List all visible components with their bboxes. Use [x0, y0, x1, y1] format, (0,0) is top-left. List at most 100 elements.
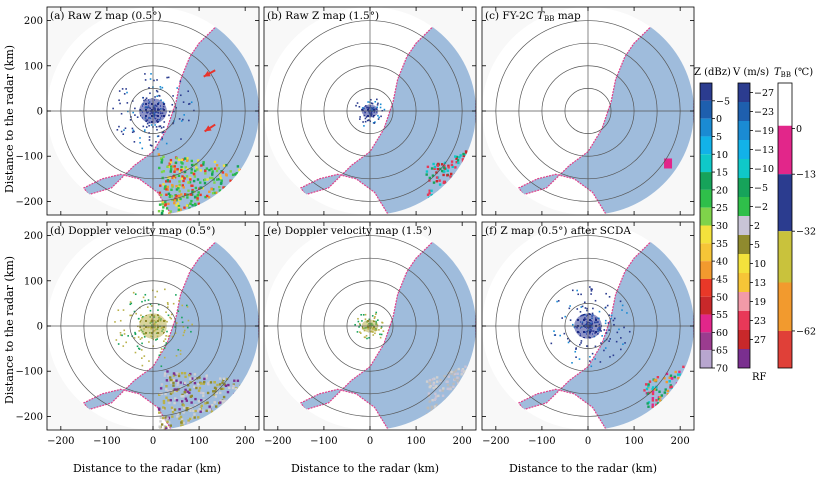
- sea-region: [517, 222, 694, 430]
- z-colorbar: Z (dBz) −5 0 5 10 15 20 25 30 35 40 45 50 55 60 65 70: [694, 67, 731, 375]
- colorbar-segment: [738, 235, 750, 254]
- colorbar-frame: [777, 82, 793, 369]
- sea-region: [299, 7, 476, 215]
- panel-f: −200 −100 0 100 200 (f) Z map (0.5°) after SC…: [481, 221, 695, 447]
- panel-title-prefix: (c) FY-2C: [485, 10, 537, 22]
- panel-a: 200 100 0 −100 −200 (a) Raw Z map (0.5°): [16, 6, 260, 216]
- z-colorbar-title: Z (dBz): [694, 67, 731, 78]
- colorbar-segment: [700, 314, 712, 333]
- colorbar-segment: [778, 231, 792, 283]
- colorbar-label: 23: [754, 316, 766, 327]
- colorbar-label: 35: [716, 239, 728, 250]
- panel-title: (b) Raw Z map (1.5°): [267, 10, 379, 22]
- t-colorbar-title-sub: BB: [781, 71, 791, 79]
- y-tick-label: 100: [24, 61, 43, 72]
- colorbar-segment: [738, 140, 750, 159]
- sea-region: [299, 222, 476, 430]
- colorbar-segment: [738, 178, 750, 197]
- colorbar-segment: [700, 278, 712, 297]
- y-axis-label-top: Distance to the radar (km): [3, 45, 16, 193]
- colorbar-label: 60: [716, 328, 728, 339]
- colorbar-label: 70: [716, 364, 728, 375]
- colorbar-segment: [738, 330, 750, 349]
- x-tick-label: −100: [310, 436, 337, 447]
- colorbar-segment: [700, 189, 712, 208]
- colorbar-segment: [738, 292, 750, 311]
- x-tick-label: 100: [190, 436, 209, 447]
- colorbar-label: 0: [716, 114, 722, 125]
- colorbar-label: 10: [754, 259, 766, 270]
- colorbar-label: −5: [754, 183, 768, 194]
- colorbar-segment: [778, 125, 792, 175]
- colorbar-segment: [700, 118, 712, 137]
- colorbar-label: 13: [754, 278, 766, 289]
- colorbar-segment: [700, 100, 712, 119]
- clutter-echo: [114, 288, 193, 368]
- colorbar-segment: [738, 121, 750, 140]
- y-tick-label: 200: [24, 16, 43, 27]
- colorbar-label: 45: [716, 274, 728, 285]
- x-tick-label: −100: [93, 436, 120, 447]
- t-colorbar: TBB (℃) 0 −13 −32 −62: [774, 67, 816, 369]
- x-tick-label: 100: [625, 436, 644, 447]
- colorbar-label: 40: [716, 257, 728, 268]
- y-axis-label-bottom: Distance to the radar (km): [3, 256, 16, 404]
- panel-e: −200 −100 0 100 200 (e) Doppler velocity map …: [263, 221, 477, 447]
- colorbar-label: 2: [754, 221, 760, 232]
- colorbar-segment: [738, 159, 750, 178]
- colorbar-segment: [700, 172, 712, 190]
- colorbar-segment: [700, 296, 712, 315]
- colorbar-segment: [778, 330, 792, 368]
- colorbar-segment: [700, 83, 712, 101]
- colorbar-label: −13: [796, 170, 816, 181]
- panel-b: (b) Raw Z map (1.5°): [263, 6, 477, 216]
- panel-c: (c) FY-2C TBB map: [481, 6, 695, 216]
- x-tick-label: −100: [528, 436, 555, 447]
- panel-title-sub: BB: [544, 15, 554, 23]
- colorbar-segment: [700, 154, 712, 173]
- colorbar-label: 27: [754, 335, 766, 346]
- v-colorbar-rf-label: RF: [752, 372, 767, 383]
- colorbar-label: −27: [754, 88, 774, 99]
- y-tick-label: 0: [37, 107, 43, 118]
- x-axis-label-d: Distance to the radar (km): [73, 462, 221, 475]
- x-tick-label: 200: [453, 436, 472, 447]
- colorbar-segment: [700, 225, 712, 244]
- colorbar-segment: [738, 349, 750, 368]
- colorbar-segment: [700, 243, 712, 262]
- panel-title-var: T: [537, 10, 545, 22]
- colorbar-label: −62: [796, 326, 816, 337]
- colorbar-label: 20: [716, 185, 728, 196]
- colorbar-segment: [738, 102, 750, 121]
- colorbar-label: −19: [754, 126, 774, 137]
- colorbar-segment: [778, 174, 792, 232]
- colorbar-label: 50: [716, 292, 728, 303]
- panel-title: (c) FY-2C TBB map: [485, 10, 581, 23]
- colorbar-label: 25: [716, 203, 728, 214]
- x-tick-label: −200: [264, 436, 291, 447]
- colorbar-segment: [738, 254, 750, 273]
- panel-title: (e) Doppler velocity map (1.5°): [267, 225, 432, 237]
- colorbar-label: −32: [796, 227, 816, 238]
- panel-d: −200 −100 0 100 200 200 100 0 −100 −200 (d) Dopple…: [16, 221, 260, 447]
- y-tick-label: −100: [16, 367, 43, 378]
- colorbar-label: 5: [716, 132, 722, 143]
- x-tick-label: −200: [47, 436, 74, 447]
- colorbar-segment: [738, 83, 750, 102]
- colorbar-label: 5: [754, 240, 760, 251]
- x-tick-label: 0: [585, 436, 591, 447]
- colorbar-label: −13: [754, 145, 774, 156]
- y-tick-label: 0: [37, 322, 43, 333]
- colorbar-segment: [700, 261, 712, 279]
- y-tick-label: −200: [16, 412, 43, 423]
- colorbar-segment: [700, 136, 712, 155]
- x-tick-label: −200: [482, 436, 509, 447]
- colorbar-segment: [778, 282, 792, 331]
- colorbar-label: 30: [716, 221, 728, 232]
- colorbar-segment: [700, 207, 712, 226]
- colorbar-label: −23: [754, 107, 774, 118]
- colorbar-label: 19: [754, 297, 766, 308]
- colorbar-label: 0: [796, 124, 802, 135]
- colorbar-segment: [738, 273, 750, 292]
- panel-title: (f) Z map (0.5°) after SCDA: [485, 225, 631, 237]
